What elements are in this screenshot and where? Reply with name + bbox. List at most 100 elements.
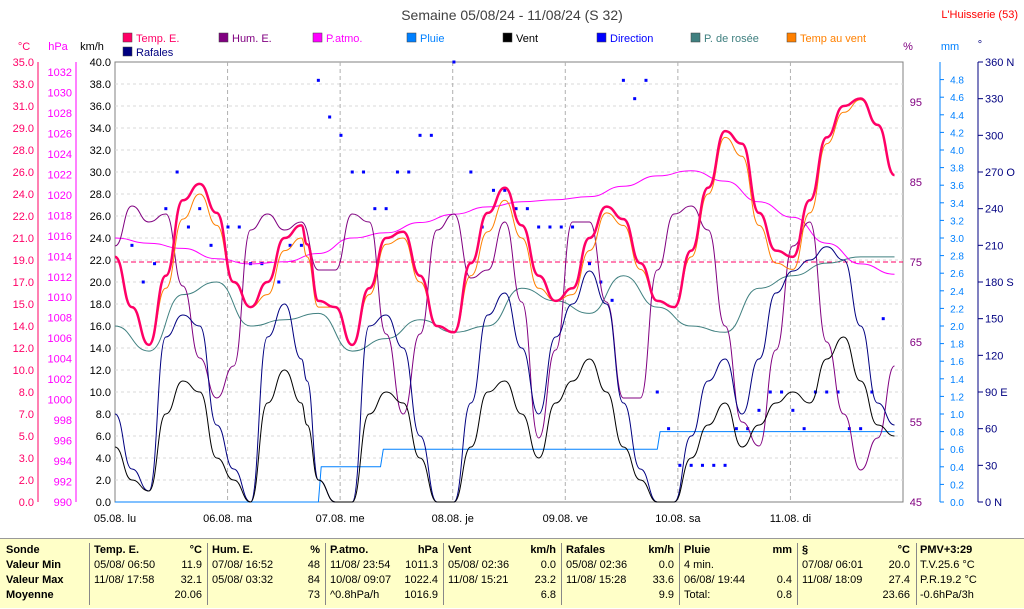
wind-tick-label: 18.0 — [90, 299, 111, 311]
chart-title: Semaine 05/08/24 - 11/08/24 (S 32) — [401, 7, 623, 23]
dir-tick-label: 240 — [985, 204, 1003, 216]
max-value: 23.2 — [534, 574, 556, 586]
max-value: 0.4 — [776, 574, 792, 586]
rain-tick-label: 3.8 — [950, 164, 964, 175]
temp-tick-label: 31.0 — [13, 101, 34, 113]
temp-tick-label: 12.0 — [13, 343, 34, 355]
direction-point — [384, 207, 388, 211]
direction-point — [644, 78, 648, 82]
row-label: Sonde — [6, 544, 40, 556]
direction-point — [780, 390, 784, 394]
direction-point — [859, 427, 863, 431]
min-time: 4 min. — [684, 559, 714, 571]
legend-label: P. de rosée — [704, 33, 759, 45]
max-time: 05/08/ 03:32 — [212, 574, 274, 586]
direction-point — [209, 243, 213, 247]
temp-tick-label: 8.0 — [19, 387, 34, 399]
min-time: 05/08/ 06:50 — [94, 559, 156, 571]
press-tick-label: 1014 — [48, 251, 72, 263]
summary-block: P.atmo. hPa 11/08/ 23:54 1011.3 10/08/ 09:07… — [330, 539, 442, 609]
legend-swatch — [122, 32, 133, 43]
weather-chart: Semaine 05/08/24 - 11/08/24 (S 32) L'Huis… — [13, 7, 1018, 525]
hum-tick-label: 95 — [910, 97, 922, 109]
x-tick-label: 06.08. ma — [203, 513, 253, 525]
direction-point — [802, 427, 806, 431]
direction-point — [712, 463, 716, 467]
rain-tick-label: 0.0 — [950, 498, 964, 509]
press-tick-label: 1004 — [48, 354, 72, 366]
dir-tick-label: 90 E — [985, 387, 1008, 399]
rain-tick-label: 0.4 — [950, 463, 964, 474]
legend-swatch — [596, 32, 607, 43]
wind-tick-label: 8.0 — [96, 409, 111, 421]
direction-point — [299, 243, 303, 247]
max-time: 10/08/ 09:07 — [330, 574, 392, 586]
min-time: 05/08/ 02:36 — [448, 559, 510, 571]
block-unit: % — [310, 544, 320, 556]
press-tick-label: 1030 — [48, 87, 72, 99]
dir-tick-label: 300 — [985, 130, 1003, 142]
rain-tick-label: 1.6 — [950, 357, 964, 368]
direction-point — [350, 170, 354, 174]
wind-tick-label: 32.0 — [90, 145, 111, 157]
temp-tick-label: 28.0 — [13, 145, 34, 157]
legend-label: Hum. E. — [232, 33, 272, 45]
direction-point — [836, 390, 840, 394]
direction-point — [700, 463, 704, 467]
direction-point — [362, 170, 366, 174]
wind-tick-label: 22.0 — [90, 255, 111, 267]
legend-swatch — [122, 46, 133, 57]
direction-point — [723, 463, 727, 467]
direction-point — [469, 170, 473, 174]
direction-point — [237, 225, 241, 229]
press-tick-label: 1012 — [48, 272, 72, 284]
direction-point — [548, 225, 552, 229]
max-time: 11/08/ 15:21 — [448, 574, 509, 586]
press-tick-label: 1002 — [48, 374, 72, 386]
direction-point — [277, 280, 281, 284]
direction-point — [746, 427, 750, 431]
press-tick-label: 1016 — [48, 231, 72, 243]
rain-tick-label: 4.0 — [950, 146, 964, 157]
block-unit: km/h — [648, 544, 674, 556]
separator — [207, 543, 208, 605]
extra-line: T.V.25.6 °C — [920, 559, 975, 571]
x-tick-label: 09.08. ve — [543, 513, 588, 525]
block-title: Rafales — [566, 544, 606, 556]
rain-tick-label: 3.0 — [950, 234, 964, 245]
series-pluie — [115, 431, 895, 503]
wind-tick-label: 34.0 — [90, 123, 111, 135]
separator — [916, 543, 917, 605]
wind-axis-unit: km/h — [80, 41, 104, 53]
dir-tick-label: 210 — [985, 240, 1003, 252]
direction-point — [537, 225, 541, 229]
direction-point — [288, 243, 292, 247]
avg-label: Total: — [684, 589, 711, 601]
avg-label: ^0.8hPa/h — [330, 589, 380, 601]
rain-tick-label: 2.0 — [950, 322, 964, 333]
rain-tick-label: 1.2 — [950, 392, 964, 403]
min-time: 11/08/ 23:54 — [330, 559, 391, 571]
series-temp-e- — [114, 97, 896, 347]
dir-tick-label: 0 N — [985, 497, 1002, 509]
wind-tick-label: 0.0 — [96, 497, 111, 509]
hum-tick-label: 65 — [910, 337, 922, 349]
block-title: Pluie — [684, 544, 711, 556]
press-tick-label: 1018 — [48, 210, 72, 222]
direction-point — [429, 133, 433, 137]
block-unit: mm — [772, 544, 792, 556]
press-tick-label: 992 — [54, 477, 72, 489]
min-time: 05/08/ 02:36 — [566, 559, 628, 571]
temp-axis-unit: °C — [18, 41, 30, 53]
block-title: P.atmo. — [330, 544, 369, 556]
summary-block: Hum. E.% 07/08/ 16:52 48 05/08/ 03:32 84 73 — [212, 539, 324, 609]
wind-tick-label: 26.0 — [90, 211, 111, 223]
wind-tick-label: 36.0 — [90, 101, 111, 113]
direction-point — [186, 225, 190, 229]
hum-axis-unit: % — [903, 41, 913, 53]
legend-label: Temp au vent — [800, 33, 866, 45]
direction-point — [825, 390, 829, 394]
press-tick-label: 1006 — [48, 333, 72, 345]
x-tick-label: 10.08. sa — [655, 513, 701, 525]
max-time: 11/08/ 15:28 — [566, 574, 627, 586]
